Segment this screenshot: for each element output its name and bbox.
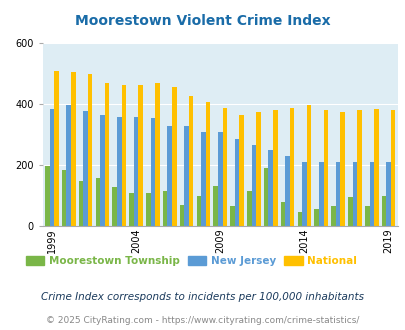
Bar [200, 132, 205, 226]
Bar [62, 171, 66, 226]
Bar [134, 117, 138, 226]
Bar [390, 110, 394, 226]
Bar [364, 206, 369, 226]
Bar [239, 115, 243, 226]
Bar [184, 126, 188, 226]
Bar [162, 191, 167, 226]
Bar [100, 115, 104, 226]
Bar [335, 162, 339, 226]
Bar [356, 110, 361, 226]
Bar [155, 82, 159, 226]
Bar [297, 212, 301, 226]
Bar [117, 117, 121, 226]
Bar [280, 202, 285, 226]
Bar [112, 187, 117, 226]
Bar [314, 209, 318, 226]
Bar [167, 126, 172, 226]
Bar [285, 156, 289, 226]
Bar [179, 205, 184, 226]
Bar [339, 112, 344, 226]
Bar [121, 85, 126, 226]
Bar [352, 162, 356, 226]
Bar [138, 85, 143, 226]
Bar [318, 162, 323, 226]
Bar [289, 108, 294, 226]
Bar [188, 96, 193, 226]
Bar [66, 105, 71, 226]
Bar [256, 113, 260, 226]
Text: Moorestown Violent Crime Index: Moorestown Violent Crime Index [75, 15, 330, 28]
Bar [369, 162, 373, 226]
Bar [49, 109, 54, 226]
Bar [213, 186, 217, 226]
Bar [323, 110, 327, 226]
Bar [129, 193, 134, 226]
Bar [87, 74, 92, 226]
Bar [83, 111, 87, 226]
Bar [263, 168, 268, 226]
Bar [234, 139, 239, 226]
Bar [150, 118, 155, 226]
Legend: Moorestown Township, New Jersey, National: Moorestown Township, New Jersey, Nationa… [21, 252, 360, 270]
Bar [301, 162, 306, 226]
Bar [95, 178, 100, 226]
Bar [45, 166, 49, 226]
Text: © 2025 CityRating.com - https://www.cityrating.com/crime-statistics/: © 2025 CityRating.com - https://www.city… [46, 316, 359, 325]
Bar [306, 106, 311, 226]
Bar [247, 191, 251, 226]
Bar [330, 206, 335, 226]
Bar [79, 181, 83, 226]
Bar [222, 108, 226, 226]
Bar [381, 196, 386, 226]
Bar [71, 72, 75, 226]
Bar [54, 71, 59, 226]
Bar [347, 197, 352, 226]
Bar [217, 132, 222, 226]
Bar [268, 150, 273, 226]
Text: Crime Index corresponds to incidents per 100,000 inhabitants: Crime Index corresponds to incidents per… [41, 292, 364, 302]
Bar [205, 102, 210, 226]
Bar [373, 109, 378, 226]
Bar [251, 146, 256, 226]
Bar [273, 110, 277, 226]
Bar [172, 87, 176, 226]
Bar [386, 162, 390, 226]
Bar [230, 206, 234, 226]
Bar [146, 193, 150, 226]
Bar [196, 196, 200, 226]
Bar [104, 83, 109, 226]
